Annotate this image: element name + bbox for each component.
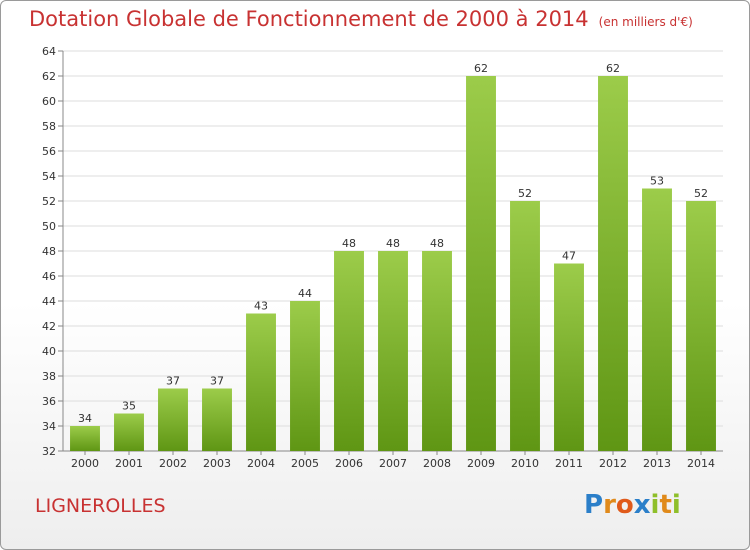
y-tick-label: 50 (42, 220, 56, 233)
x-tick-label: 2012 (599, 457, 627, 470)
y-tick-label: 46 (42, 270, 56, 283)
y-tick-label: 64 (42, 45, 56, 58)
commune-name: LIGNEROLLES (35, 495, 166, 517)
bar-2007 (378, 251, 408, 451)
bar-2011 (554, 263, 584, 451)
bar-value-label: 52 (694, 187, 708, 200)
bar-value-label: 43 (254, 300, 268, 313)
y-tick-label: 36 (42, 395, 56, 408)
y-tick-label: 56 (42, 145, 56, 158)
bar-2001 (114, 413, 144, 451)
y-tick-label: 58 (42, 120, 56, 133)
x-tick-label: 2011 (555, 457, 583, 470)
logo-letter: i (650, 490, 660, 520)
bar-value-label: 44 (298, 287, 312, 300)
bar-value-label: 52 (518, 187, 532, 200)
bar-2014 (686, 201, 716, 451)
x-tick-label: 2010 (511, 457, 539, 470)
x-tick-label: 2014 (687, 457, 715, 470)
bar-2000 (70, 426, 100, 451)
logo-letter: t (659, 490, 672, 520)
x-tick-label: 2006 (335, 457, 363, 470)
bar-value-label: 62 (474, 62, 488, 75)
y-tick-label: 34 (42, 420, 56, 433)
bar-value-label: 62 (606, 62, 620, 75)
x-tick-label: 2003 (203, 457, 231, 470)
x-axis: 2000 2001 2002 2003 2004 2005 2006 2007 2008 2009… (71, 451, 715, 470)
bar-2008 (422, 251, 452, 451)
bar-value-label: 37 (166, 375, 180, 388)
y-tick-label: 38 (42, 370, 56, 383)
bar-2012 (598, 76, 628, 451)
y-tick-label: 52 (42, 195, 56, 208)
x-tick-label: 2009 (467, 457, 495, 470)
y-tick-label: 48 (42, 245, 56, 258)
bar-value-label: 37 (210, 375, 224, 388)
bar-2002 (158, 388, 188, 451)
y-tick-label: 40 (42, 345, 56, 358)
bar-value-label: 35 (122, 400, 136, 413)
bar-2003 (202, 388, 232, 451)
chart-title: Dotation Globale de Fonctionnement de 20… (29, 7, 693, 31)
y-tick-label: 42 (42, 320, 56, 333)
bar-value-label: 47 (562, 250, 576, 263)
bar-2004 (246, 313, 276, 451)
bar-value-label: 48 (342, 237, 356, 250)
x-tick-label: 2002 (159, 457, 187, 470)
logo-letter: r (603, 490, 616, 520)
bar-2013 (642, 188, 672, 451)
logo-letter: x (633, 490, 651, 520)
bar-2006 (334, 251, 364, 451)
bar-2005 (290, 301, 320, 451)
y-tick-label: 44 (42, 295, 56, 308)
bar-value-label: 53 (650, 175, 664, 188)
bar-2009 (466, 76, 496, 451)
x-tick-label: 2013 (643, 457, 671, 470)
logo-letter: i (671, 490, 681, 520)
bar-2010 (510, 201, 540, 451)
bar-value-label: 34 (78, 412, 92, 425)
logo-letter: o (615, 490, 634, 520)
chart-title-text: Dotation Globale de Fonctionnement de 20… (29, 7, 589, 31)
x-tick-label: 2000 (71, 457, 99, 470)
x-tick-label: 2001 (115, 457, 143, 470)
proxiti-logo[interactable]: Proxiti (584, 490, 681, 520)
y-tick-label: 62 (42, 70, 56, 83)
x-tick-label: 2008 (423, 457, 451, 470)
x-tick-label: 2005 (291, 457, 319, 470)
y-tick-label: 32 (42, 445, 56, 458)
x-tick-label: 2007 (379, 457, 407, 470)
y-tick-label: 54 (42, 170, 56, 183)
y-tick-label: 60 (42, 95, 56, 108)
bar-value-label: 48 (386, 237, 400, 250)
x-tick-label: 2004 (247, 457, 275, 470)
logo-letter: P (584, 490, 604, 520)
bar-value-label: 48 (430, 237, 444, 250)
bars: 34 35 37 37 43 44 48 48 48 62 52 47 62 53 52 (70, 62, 716, 451)
chart-title-unit: (en milliers d'€) (598, 15, 693, 29)
